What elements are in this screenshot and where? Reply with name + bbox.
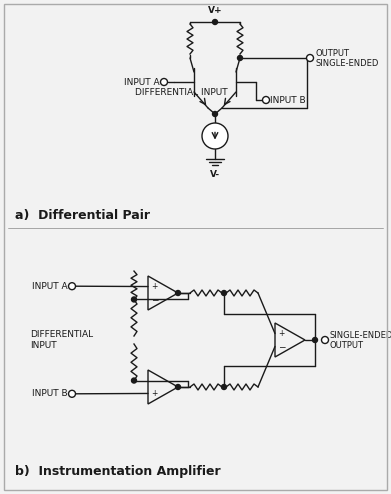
Text: b)  Instrumentation Amplifier: b) Instrumentation Amplifier (15, 465, 221, 479)
Text: DIFFERENTIAL INPUT: DIFFERENTIAL INPUT (135, 87, 228, 96)
Circle shape (212, 112, 217, 117)
Text: V+: V+ (208, 6, 222, 15)
Circle shape (237, 55, 242, 60)
Circle shape (212, 19, 217, 25)
Circle shape (176, 290, 181, 295)
Text: DIFFERENTIAL
INPUT: DIFFERENTIAL INPUT (30, 330, 93, 350)
Text: INPUT A: INPUT A (124, 78, 160, 86)
Text: INPUT B: INPUT B (270, 95, 306, 105)
Circle shape (221, 290, 226, 295)
Text: a)  Differential Pair: a) Differential Pair (15, 208, 150, 221)
Text: INPUT B: INPUT B (32, 389, 68, 398)
Circle shape (68, 283, 75, 289)
Circle shape (262, 96, 269, 104)
Text: V-: V- (210, 170, 220, 179)
Circle shape (176, 384, 181, 389)
Circle shape (131, 297, 136, 302)
Circle shape (312, 337, 317, 342)
Circle shape (321, 336, 328, 343)
Text: SINGLE-ENDED: SINGLE-ENDED (330, 330, 391, 339)
Circle shape (221, 384, 226, 389)
Text: +: + (278, 329, 285, 338)
Circle shape (202, 123, 228, 149)
Text: −: − (151, 376, 158, 385)
Text: INPUT A: INPUT A (32, 282, 68, 290)
Text: +: + (151, 282, 158, 291)
Circle shape (307, 54, 314, 61)
Text: OUTPUT: OUTPUT (330, 340, 364, 349)
Circle shape (160, 79, 167, 85)
Text: −: − (278, 342, 285, 351)
Circle shape (131, 378, 136, 383)
Text: OUTPUT: OUTPUT (315, 48, 349, 57)
Text: −: − (151, 295, 158, 304)
Text: SINGLE-ENDED: SINGLE-ENDED (315, 58, 378, 68)
Circle shape (68, 390, 75, 397)
Text: +: + (151, 389, 158, 398)
